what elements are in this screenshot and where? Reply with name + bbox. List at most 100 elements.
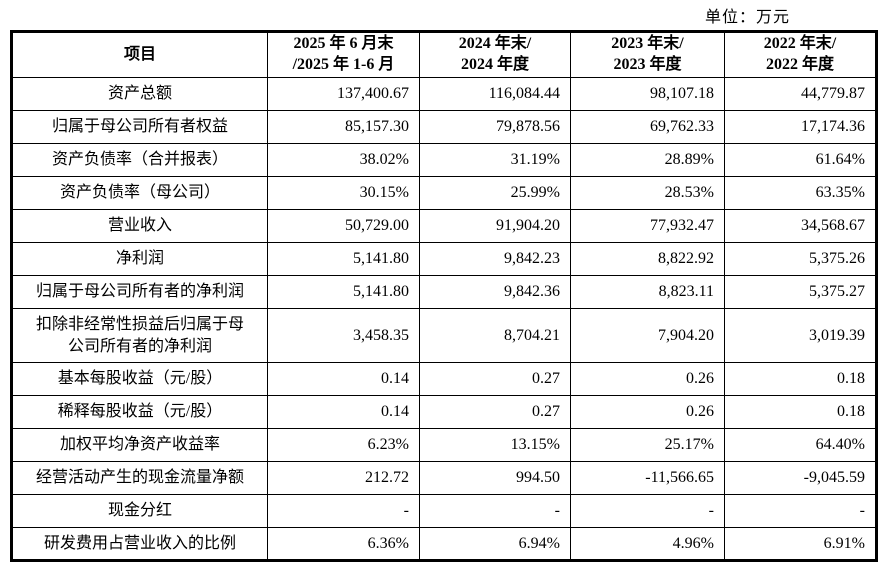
value-cell: 0.27	[419, 395, 571, 429]
value-cell: 13.15%	[419, 428, 571, 462]
value-cell: 3,019.39	[724, 308, 877, 363]
financial-summary-table: 项目 2025 年 6 月末 /2025 年 1-6 月 2024 年末/ 20…	[10, 30, 878, 562]
value-cell: 7,904.20	[570, 308, 725, 363]
table-row: 基本每股收益（元/股） 0.14 0.27 0.26 0.18	[11, 362, 877, 396]
value-cell: 38.02%	[267, 143, 420, 177]
table-row: 净利润 5,141.80 9,842.23 8,822.92 5,375.26	[11, 242, 877, 276]
value-cell: 28.89%	[570, 143, 725, 177]
header-2025-column: 2025 年 6 月末 /2025 年 1-6 月	[267, 31, 420, 78]
value-cell: 91,904.20	[419, 209, 571, 243]
value-cell: 9,842.36	[419, 275, 571, 309]
value-cell: 25.17%	[570, 428, 725, 462]
value-cell: -11,566.65	[570, 461, 725, 495]
value-cell: 0.18	[724, 395, 877, 429]
value-cell: 8,704.21	[419, 308, 571, 363]
value-cell: 8,822.92	[570, 242, 725, 276]
value-cell: 6.36%	[267, 527, 420, 561]
value-cell: 0.18	[724, 362, 877, 396]
header-line1: 2022 年末/	[763, 35, 837, 53]
header-line2: 2023 年度	[613, 56, 682, 73]
value-cell: 64.40%	[724, 428, 877, 462]
value-cell: -	[724, 494, 877, 528]
value-cell: 0.26	[570, 395, 725, 429]
row-label: 归属于母公司所有者权益	[11, 110, 268, 144]
value-cell: 50,729.00	[267, 209, 420, 243]
row-label: 研发费用占营业收入的比例	[11, 527, 268, 561]
value-cell: 6.23%	[267, 428, 420, 462]
row-label: 基本每股收益（元/股）	[11, 362, 268, 396]
table-row: 资产总额 137,400.67 116,084.44 98,107.18 44,779.…	[11, 77, 877, 111]
table-row: 资产负债率（母公司） 30.15% 25.99% 28.53% 63.35%	[11, 176, 877, 210]
table-row: 现金分红 - - - -	[11, 494, 877, 528]
value-cell: 8,823.11	[570, 275, 725, 309]
value-cell: 44,779.87	[724, 77, 877, 111]
value-cell: 63.35%	[724, 176, 877, 210]
table-row: 归属于母公司所有者的净利润 5,141.80 9,842.36 8,823.11 5,3…	[11, 275, 877, 309]
value-cell: 69,762.33	[570, 110, 725, 144]
row-label: 资产负债率（母公司）	[11, 176, 268, 210]
header-row: 项目 2025 年 6 月末 /2025 年 1-6 月 2024 年末/ 20…	[11, 31, 877, 78]
table-row: 营业收入 50,729.00 91,904.20 77,932.47 34,568.67	[11, 209, 877, 243]
value-cell: -	[419, 494, 571, 528]
value-cell: 98,107.18	[570, 77, 725, 111]
value-cell: 5,141.80	[267, 242, 420, 276]
value-cell: 0.26	[570, 362, 725, 396]
value-cell: 79,878.56	[419, 110, 571, 144]
header-line1: 2025 年 6 月末	[293, 35, 394, 53]
value-cell: 6.94%	[419, 527, 571, 561]
value-cell: 85,157.30	[267, 110, 420, 144]
row-label: 经营活动产生的现金流量净额	[11, 461, 268, 495]
header-line2: /2025 年 1-6 月	[292, 56, 395, 73]
row-label: 现金分红	[11, 494, 268, 528]
value-cell: 3,458.35	[267, 308, 420, 363]
value-cell: 0.27	[419, 362, 571, 396]
row-label: 资产负债率（合并报表）	[11, 143, 268, 177]
value-cell: 9,842.23	[419, 242, 571, 276]
row-label: 加权平均净资产收益率	[11, 428, 268, 462]
header-2024-column: 2024 年末/ 2024 年度	[419, 31, 571, 78]
header-line2: 2024 年度	[460, 56, 529, 73]
value-cell: 0.14	[267, 362, 420, 396]
value-cell: 77,932.47	[570, 209, 725, 243]
table-row: 资产负债率（合并报表） 38.02% 31.19% 28.89% 61.64%	[11, 143, 877, 177]
value-cell: 5,375.26	[724, 242, 877, 276]
value-cell: 137,400.67	[267, 77, 420, 111]
row-label: 扣除非经常性损益后归属于母公司所有者的净利润	[11, 308, 268, 363]
value-cell: 6.91%	[724, 527, 877, 561]
value-cell: 30.15%	[267, 176, 420, 210]
table-row: 研发费用占营业收入的比例 6.36% 6.94% 4.96% 6.91%	[11, 527, 877, 561]
value-cell: 5,141.80	[267, 275, 420, 309]
value-cell: 61.64%	[724, 143, 877, 177]
value-cell: 994.50	[419, 461, 571, 495]
header-item-column: 项目	[11, 31, 268, 78]
table-body: 资产总额 137,400.67 116,084.44 98,107.18 44,779.…	[11, 77, 877, 561]
value-cell: 212.72	[267, 461, 420, 495]
header-line1: 2023 年末/	[611, 35, 684, 53]
value-cell: 28.53%	[570, 176, 725, 210]
value-cell: 17,174.36	[724, 110, 877, 144]
row-label: 营业收入	[11, 209, 268, 243]
value-cell: 5,375.27	[724, 275, 877, 309]
value-cell: 4.96%	[570, 527, 725, 561]
header-2022-column: 2022 年末/ 2022 年度	[724, 31, 877, 78]
header-line2: 2022 年度	[765, 56, 834, 73]
value-cell: 0.14	[267, 395, 420, 429]
value-cell: -	[570, 494, 725, 528]
row-label: 稀释每股收益（元/股）	[11, 395, 268, 429]
value-cell: -	[267, 494, 420, 528]
row-label: 净利润	[11, 242, 268, 276]
value-cell: 116,084.44	[419, 77, 571, 111]
table-row: 归属于母公司所有者权益 85,157.30 79,878.56 69,762.33 17…	[11, 110, 877, 144]
header-line1: 2024 年末/	[458, 35, 532, 53]
header-2023-column: 2023 年末/ 2023 年度	[570, 31, 725, 78]
row-label: 资产总额	[11, 77, 268, 111]
unit-label: 单位：万元	[704, 9, 790, 26]
table-row: 扣除非经常性损益后归属于母公司所有者的净利润 3,458.35 8,704.21 7,…	[11, 308, 877, 363]
value-cell: 34,568.67	[724, 209, 877, 243]
table-row: 加权平均净资产收益率 6.23% 13.15% 25.17% 64.40%	[11, 428, 877, 462]
value-cell: 31.19%	[419, 143, 571, 177]
table-row: 经营活动产生的现金流量净额 212.72 994.50 -11,566.65 -9,04…	[11, 461, 877, 495]
value-cell: 25.99%	[419, 176, 571, 210]
row-label: 归属于母公司所有者的净利润	[11, 275, 268, 309]
table-row: 稀释每股收益（元/股） 0.14 0.27 0.26 0.18	[11, 395, 877, 429]
